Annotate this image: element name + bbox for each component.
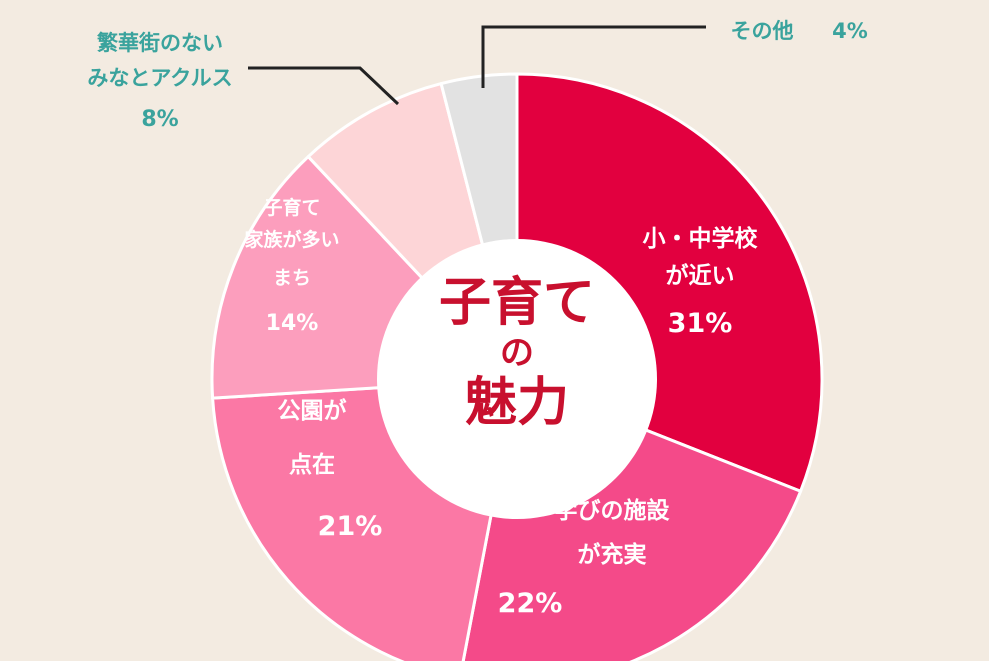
- slice-label: 繁華街のない: [97, 31, 223, 55]
- slice-label: 点在: [289, 451, 335, 478]
- slice-value-label: 21%: [318, 511, 383, 542]
- slice-value-label: 31%: [668, 308, 733, 339]
- slice-value-label: 8%: [141, 107, 178, 132]
- slice-label: が充実: [578, 541, 647, 568]
- slice-value-label: 14%: [266, 311, 319, 336]
- slice-value-label: 4%: [832, 19, 868, 43]
- center-hole: [377, 239, 657, 519]
- slice-label: 公園が: [278, 397, 347, 424]
- slice-label: 子育て: [263, 196, 320, 219]
- center-title-line: 魅力: [465, 372, 569, 433]
- slice-label: 学びの施設: [555, 497, 671, 524]
- slice-label: その他: [731, 19, 794, 43]
- slice-label: みなとアクルス: [87, 66, 232, 90]
- leader-line: [248, 66, 400, 106]
- slice-label: が近い: [666, 262, 735, 289]
- leader-line: [481, 25, 706, 88]
- center-title-line: 子育て: [439, 272, 595, 333]
- slice-label: 家族が多い: [244, 228, 339, 251]
- slice-value-label: 22%: [498, 588, 563, 619]
- center-title-line: の: [500, 333, 534, 373]
- slice-label: 小・中学校: [643, 225, 759, 252]
- slice-label: まち: [273, 267, 311, 289]
